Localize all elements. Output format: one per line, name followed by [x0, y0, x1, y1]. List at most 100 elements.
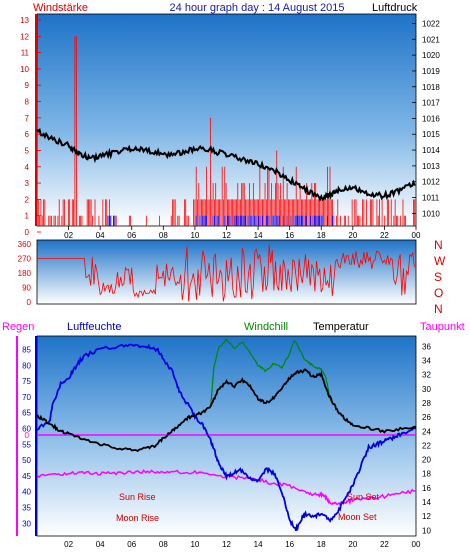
x-tick-label: 08	[159, 231, 168, 240]
direction-tick-label: 270	[18, 255, 32, 264]
pressure-tick-label: 1017	[422, 99, 440, 108]
wind-tick-label: 12	[20, 32, 29, 41]
temperature-tick-label: 36	[422, 342, 431, 351]
axis-layer: 0123456789101112131010101110121013101410…	[18, 16, 441, 549]
temperature-tick-label: 28	[422, 399, 431, 408]
humidity-tick-label: 70	[22, 393, 31, 402]
humidity-tick-label: 65	[22, 409, 31, 418]
direction-label-s: S	[434, 270, 442, 284]
pressure-tick-label: 1014	[422, 146, 440, 155]
temperature-tick-label: 14	[422, 498, 431, 507]
temperature-tick-label: 24	[422, 427, 431, 436]
x-tick-label: 18	[317, 231, 326, 240]
x-tick-label: 12	[222, 231, 231, 240]
direction-tick-label: 90	[22, 284, 31, 293]
direction-label-n-bottom: N	[434, 302, 443, 316]
temperature-tick-label: 16	[422, 484, 431, 493]
temperature-tick-label: 30	[422, 385, 431, 394]
pressure-layer	[36, 127, 416, 202]
panel-humidity-background	[36, 335, 417, 537]
x-tick-label: 00	[412, 231, 421, 240]
pressure-tick-label: 1010	[422, 209, 440, 218]
x-tick-label: 16	[285, 231, 294, 240]
sun-set-label: Sun Set	[347, 492, 380, 502]
panel-wind-background	[36, 13, 417, 227]
pressure-tick-label: 1018	[422, 83, 440, 92]
pressure-tick-label: 1021	[422, 35, 440, 44]
wind-tick-label: 1	[25, 212, 30, 221]
humidity-tick-label: 50	[22, 456, 31, 465]
humidity-tick-label: 30	[22, 519, 31, 528]
humidity-axis-title: Luftfeuchte	[67, 321, 121, 333]
humidity-temperature-layer	[36, 338, 417, 532]
rain-zero-label: 0	[25, 431, 30, 440]
direction-label-n-top: N	[434, 238, 443, 252]
temperature-tick-label: 20	[422, 456, 431, 465]
wind-bars	[36, 36, 416, 226]
windchill-line	[210, 338, 332, 406]
temperature-tick-label: 18	[422, 470, 431, 479]
x-tick-label-bottom: 14	[254, 540, 263, 549]
x-tick-label-bottom: 12	[222, 540, 231, 549]
pressure-tick-label: 1022	[422, 19, 440, 28]
direction-label-w: W	[434, 254, 446, 268]
humidity-line	[36, 343, 417, 532]
wind-tick-label: 11	[21, 49, 30, 58]
temperature-line	[36, 368, 417, 452]
x-tick-label-bottom: 16	[285, 540, 294, 549]
wind-tick-label: 2	[25, 195, 30, 204]
direction-layer	[37, 244, 415, 302]
temperature-tick-label: 22	[422, 441, 431, 450]
pressure-line	[36, 127, 416, 202]
humidity-tick-label: 80	[22, 361, 31, 370]
humidity-tick-label: 45	[22, 472, 31, 481]
x-tick-label: 20	[348, 231, 357, 240]
pressure-axis-title: Luftdruck	[372, 2, 418, 14]
wind-direction-line	[37, 244, 415, 302]
pressure-tick-label: 1019	[422, 67, 440, 76]
wind-tick-label: 5	[25, 146, 30, 155]
chart-title: 24 hour graph day : 14 August 2015	[170, 2, 345, 14]
humidity-tick-label: 75	[22, 377, 31, 386]
pressure-tick-label: 1020	[422, 51, 440, 60]
wind-tick-label: 9	[25, 81, 30, 90]
x-tick-label-bottom: 20	[348, 540, 357, 549]
wind-axis-bar	[35, 14, 37, 226]
wind-tick-label: 6	[25, 130, 30, 139]
x-tick-label: 10	[190, 231, 199, 240]
humidity-axis-bar	[35, 336, 37, 536]
x-tick-label-bottom: 10	[190, 540, 199, 549]
moon-rise-label: Moon Rise	[116, 513, 159, 523]
x-tick-label: 04	[96, 231, 105, 240]
wind-axis-title: Windstärke	[33, 2, 88, 14]
humidity-tick-label: 60	[22, 425, 31, 434]
rain-axis-bar	[16, 336, 18, 536]
pressure-tick-label: 1012	[422, 178, 440, 187]
sun-rise-label: Sun Rise	[119, 492, 156, 502]
x-tick-label-bottom: 06	[127, 540, 136, 549]
humidity-tick-label: 35	[22, 504, 31, 513]
x-tick-label: 14	[254, 231, 263, 240]
wind-tick-label: 0	[25, 228, 30, 237]
x-tick-label: 02	[64, 231, 73, 240]
humidity-tick-label: 85	[22, 345, 31, 354]
panel-direction-background	[36, 239, 417, 305]
temperature-tick-label: 26	[422, 413, 431, 422]
wind-tick-label: 7	[25, 114, 30, 123]
x-tick-label-bottom: 02	[64, 540, 73, 549]
x-tick-label-bottom: 22	[380, 540, 389, 549]
direction-tick-label: 360	[18, 240, 32, 249]
temperature-tick-label: 32	[422, 371, 431, 380]
direction-tick-label: 0	[27, 298, 32, 307]
direction-label-o: O	[434, 286, 443, 300]
pressure-tick-label: 1015	[422, 130, 440, 139]
wind-tick-label: 4	[25, 163, 30, 172]
rain-axis-title: Regen	[2, 321, 34, 333]
x-tick-label-bottom: 04	[96, 540, 105, 549]
temperature-tick-label: 10	[422, 526, 431, 535]
wind-tick-label: 10	[20, 65, 29, 74]
pressure-tick-label: 1011	[422, 194, 440, 203]
wind-tick-label: 8	[25, 98, 30, 107]
dewpoint-legend: Taupunkt	[420, 321, 465, 333]
